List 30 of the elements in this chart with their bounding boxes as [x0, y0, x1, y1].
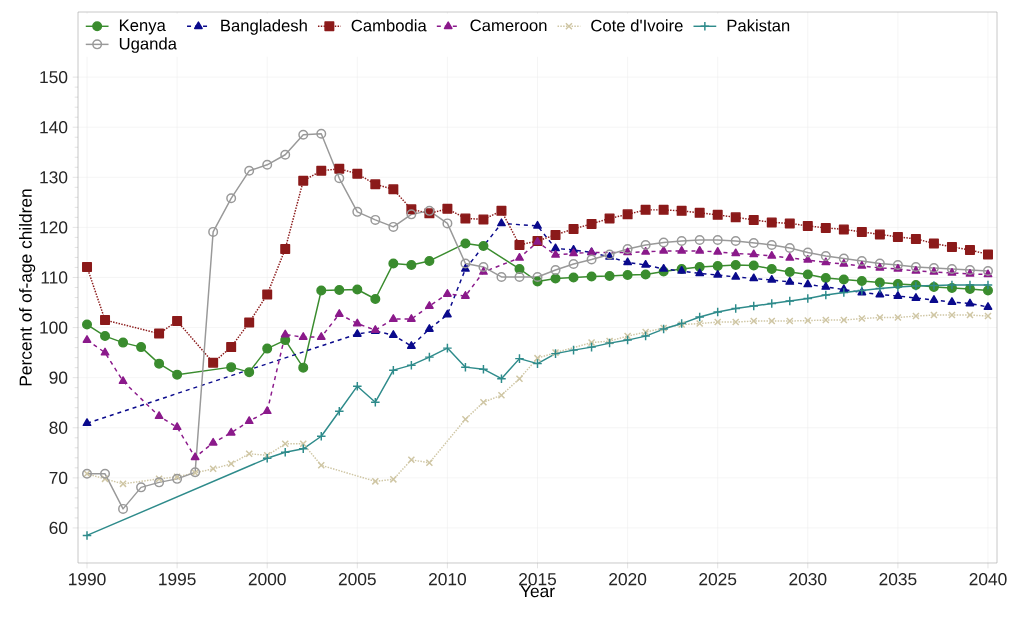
y-tick-label: 150 — [40, 70, 68, 84]
y-tick-label: 90 — [49, 371, 68, 384]
x-tick-label: 2040 — [969, 573, 1007, 586]
legend-label: Cameroon — [470, 19, 547, 32]
x-tick-label: 1990 — [69, 573, 106, 586]
x-tick-label: 2025 — [699, 573, 737, 586]
x-tick-label: 2010 — [429, 573, 467, 586]
y-tick-label: 130 — [40, 171, 68, 184]
x-tick-label: 2030 — [789, 573, 827, 586]
legend-label: Cote d'Ivoire — [591, 19, 683, 32]
legend-label: Kenya — [119, 19, 166, 35]
x-tick-label: 2005 — [338, 573, 376, 586]
y-tick-label: 120 — [40, 221, 68, 234]
legend-label: Uganda — [119, 37, 177, 53]
y-axis-title: Percent of of-age children — [19, 189, 36, 386]
legend-label: Pakistan — [727, 19, 790, 32]
y-tick-label: 140 — [40, 121, 68, 134]
y-tick-label: 100 — [40, 321, 68, 334]
y-tick-label: 80 — [49, 421, 68, 434]
x-tick-label: 2020 — [609, 573, 647, 586]
legend-label: Bangladesh — [221, 19, 307, 35]
y-tick-label: 70 — [49, 471, 68, 484]
legend-label: Cambodia — [351, 19, 427, 32]
y-tick-label: 110 — [41, 271, 68, 284]
x-tick-label: 1995 — [159, 573, 196, 586]
y-tick-label: 60 — [49, 521, 68, 535]
x-axis-title: Year — [520, 585, 555, 598]
x-tick-label: 2000 — [248, 573, 286, 586]
x-tick-label: 2015 — [519, 573, 557, 586]
x-tick-label: 2035 — [879, 573, 917, 586]
